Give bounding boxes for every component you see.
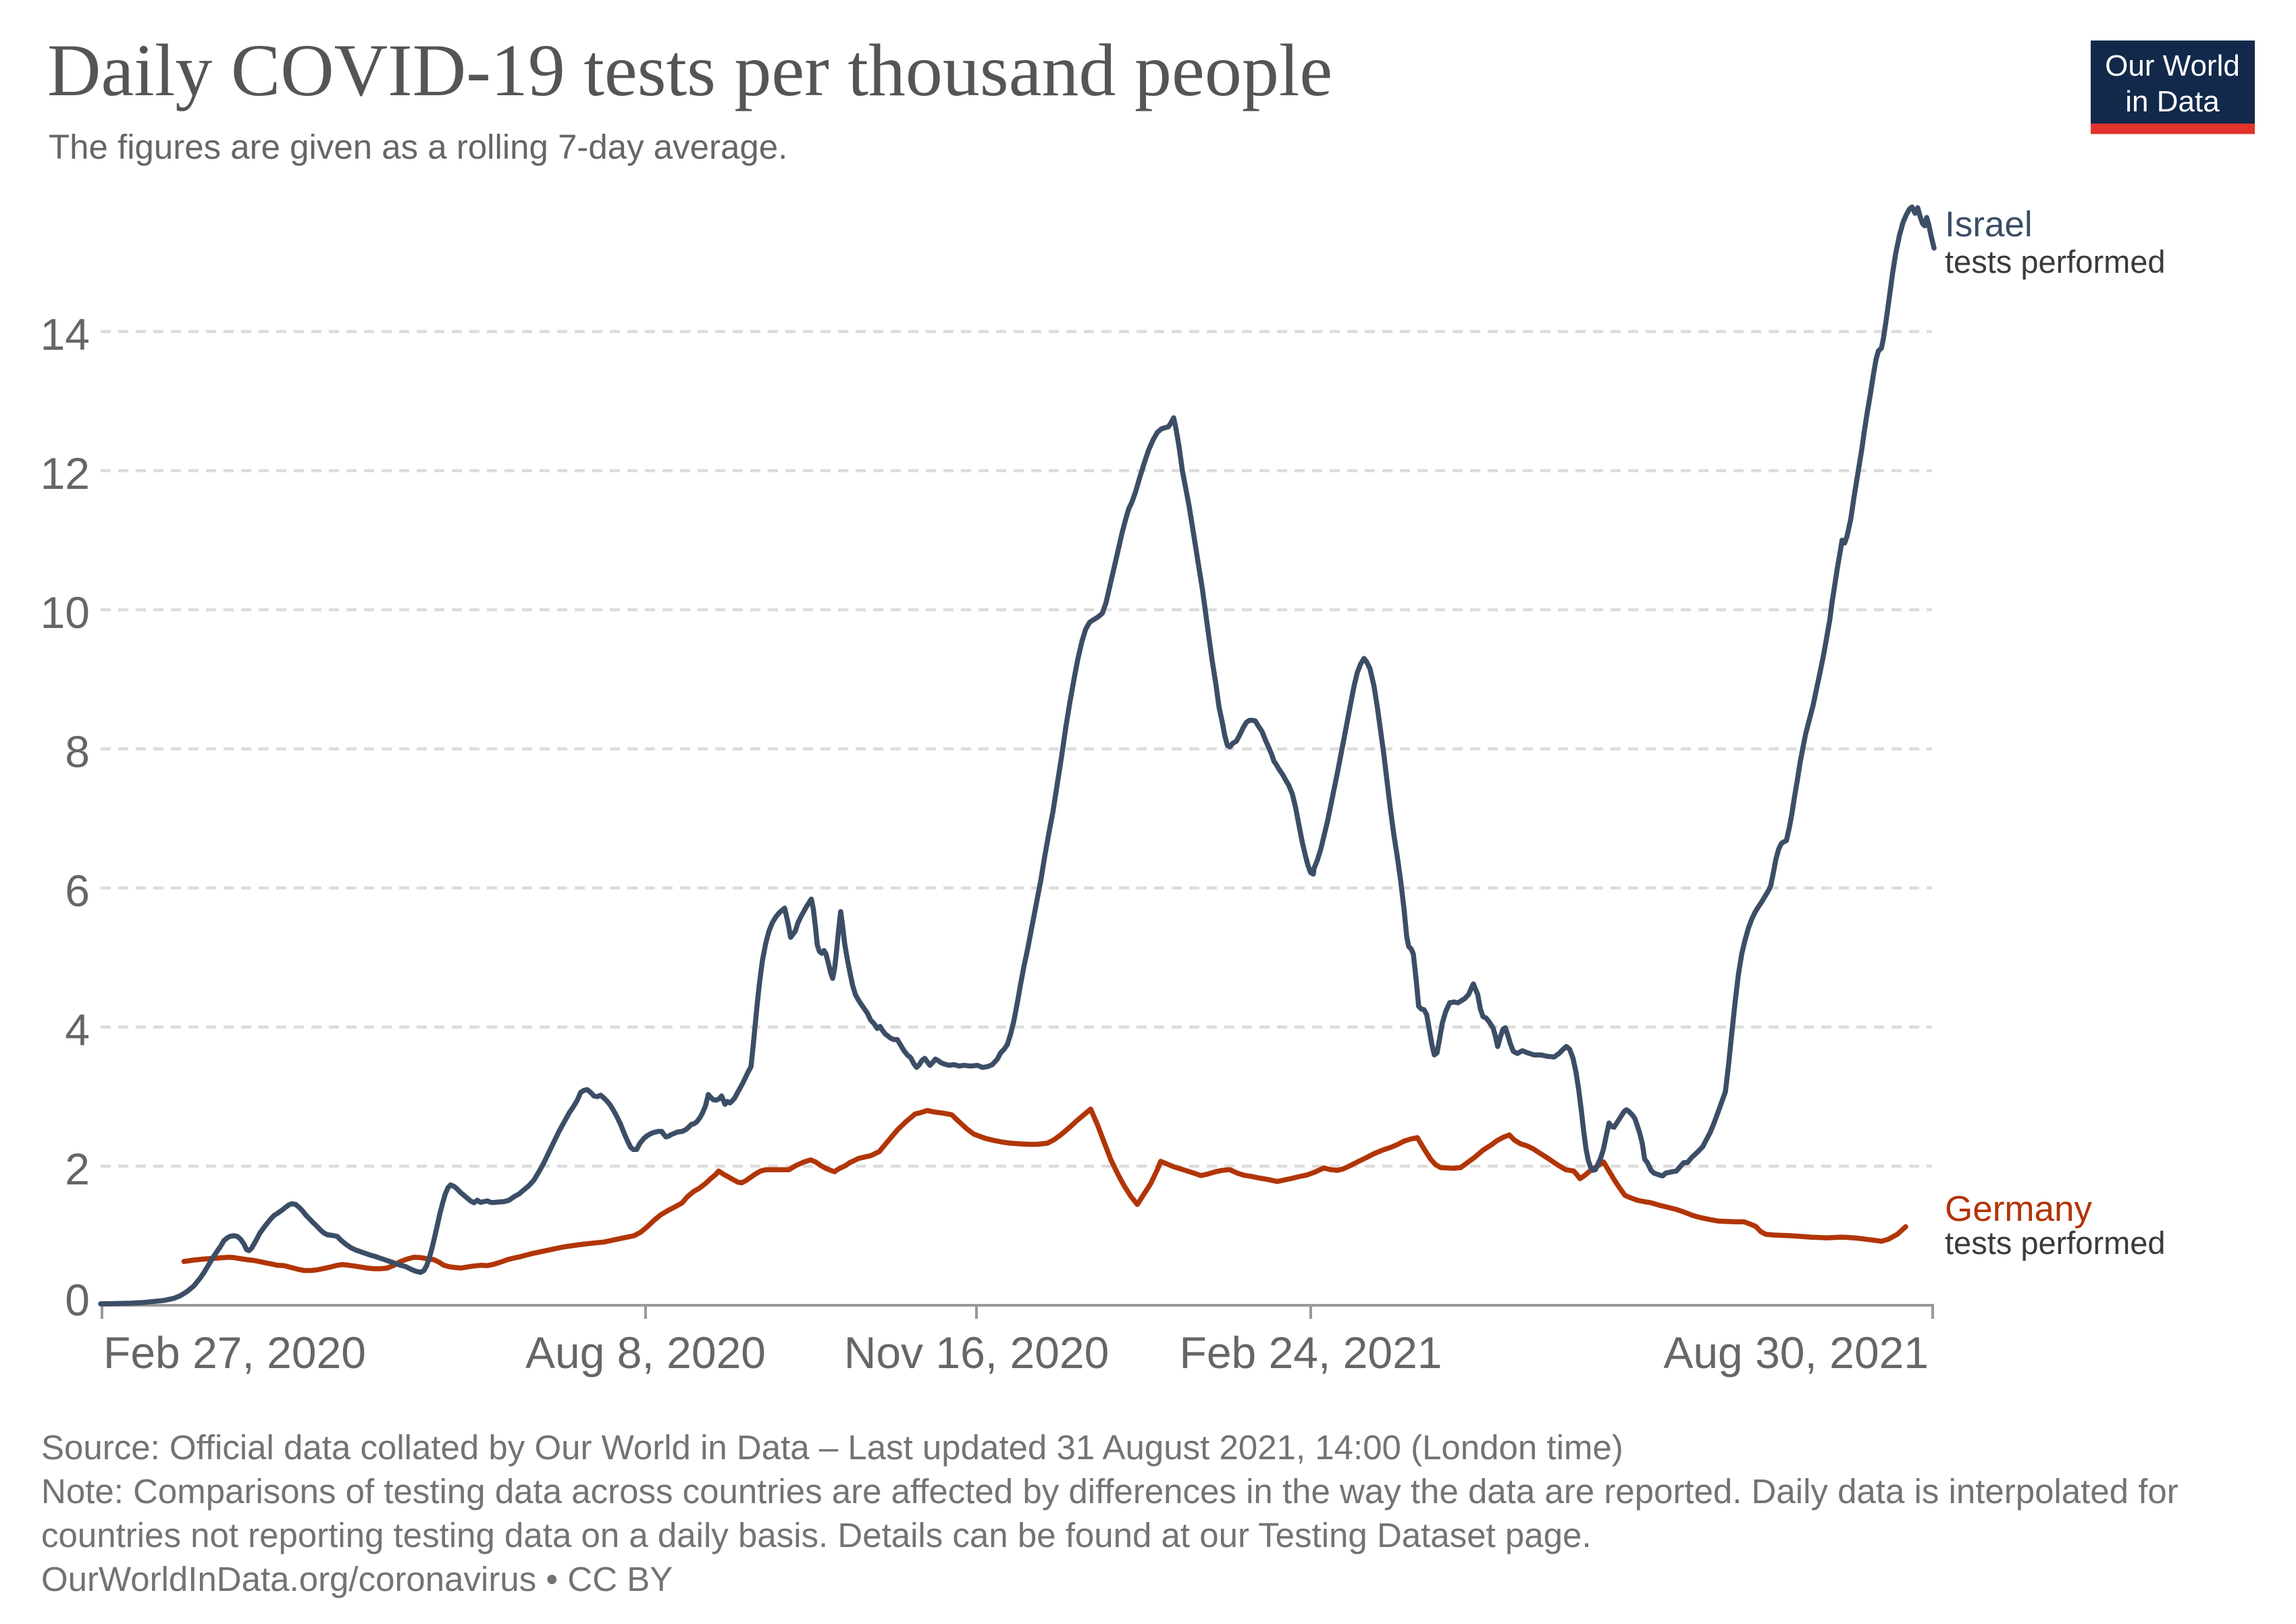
svg-text:Israel: Israel bbox=[1945, 205, 2033, 244]
svg-text:in Data: in Data bbox=[2125, 85, 2220, 118]
svg-text:14: 14 bbox=[41, 309, 90, 359]
svg-text:4: 4 bbox=[65, 1005, 90, 1055]
svg-text:10: 10 bbox=[41, 587, 90, 637]
svg-text:tests performed: tests performed bbox=[1945, 1225, 2166, 1261]
svg-text:Feb 27, 2020: Feb 27, 2020 bbox=[103, 1328, 366, 1378]
svg-text:tests performed: tests performed bbox=[1945, 244, 2166, 280]
svg-text:The figures are given as a rol: The figures are given as a rolling 7-day… bbox=[49, 128, 787, 166]
svg-text:0: 0 bbox=[65, 1275, 90, 1325]
svg-text:Source: Official data collated: Source: Official data collated by Our Wo… bbox=[41, 1428, 1623, 1467]
svg-text:12: 12 bbox=[41, 448, 90, 498]
svg-text:OurWorldInData.org/coronavirus: OurWorldInData.org/coronavirus • CC BY bbox=[41, 1560, 673, 1598]
svg-text:Germany: Germany bbox=[1945, 1189, 2092, 1229]
svg-text:2: 2 bbox=[65, 1144, 90, 1194]
svg-text:8: 8 bbox=[65, 727, 90, 777]
svg-text:Aug 30, 2021: Aug 30, 2021 bbox=[1663, 1328, 1929, 1378]
svg-text:Aug 8, 2020: Aug 8, 2020 bbox=[525, 1328, 766, 1378]
svg-text:Nov 16, 2020: Nov 16, 2020 bbox=[844, 1328, 1110, 1378]
svg-text:Feb 24, 2021: Feb 24, 2021 bbox=[1180, 1328, 1442, 1378]
svg-text:countries not reporting testin: countries not reporting testing data on … bbox=[41, 1516, 1592, 1554]
svg-text:6: 6 bbox=[65, 866, 90, 916]
svg-text:Our World: Our World bbox=[2105, 49, 2240, 82]
svg-text:Note: Comparisons of testing d: Note: Comparisons of testing data across… bbox=[41, 1472, 2178, 1511]
svg-text:Daily COVID-19 tests per thous: Daily COVID-19 tests per thousand people bbox=[47, 29, 1332, 111]
